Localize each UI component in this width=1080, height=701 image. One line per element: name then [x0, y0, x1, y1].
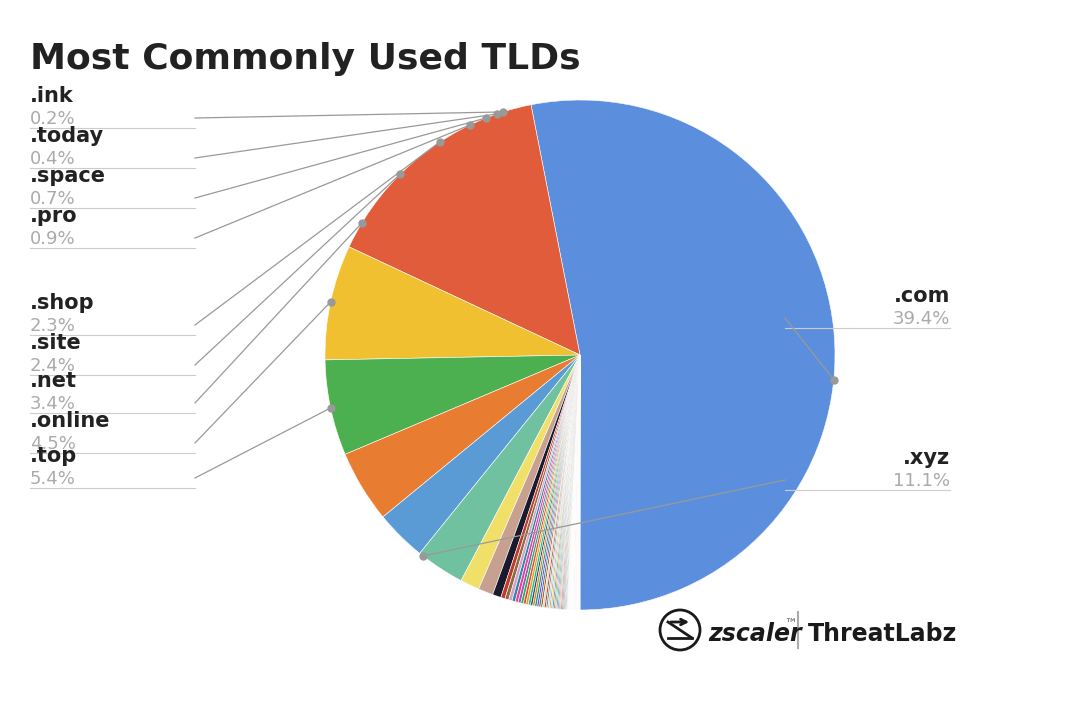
Wedge shape — [575, 355, 580, 610]
Wedge shape — [349, 104, 580, 355]
Wedge shape — [541, 355, 580, 607]
Wedge shape — [576, 355, 580, 610]
Wedge shape — [530, 355, 580, 606]
Text: .ink: .ink — [30, 86, 73, 106]
Wedge shape — [546, 355, 580, 608]
Wedge shape — [512, 355, 580, 601]
Text: 39.4%: 39.4% — [893, 310, 950, 328]
Text: .top: .top — [30, 446, 78, 466]
Wedge shape — [556, 355, 580, 609]
Wedge shape — [577, 355, 580, 610]
Wedge shape — [521, 355, 580, 604]
Wedge shape — [515, 355, 580, 602]
Wedge shape — [528, 355, 580, 605]
Wedge shape — [325, 355, 580, 454]
Wedge shape — [550, 355, 580, 608]
Wedge shape — [501, 355, 580, 599]
Wedge shape — [524, 355, 580, 604]
Text: .xyz: .xyz — [903, 448, 950, 468]
Text: ThreatLabz: ThreatLabz — [808, 622, 957, 646]
Text: .pro: .pro — [30, 206, 78, 226]
Wedge shape — [573, 355, 580, 610]
Wedge shape — [518, 355, 580, 603]
Wedge shape — [579, 355, 580, 610]
Wedge shape — [578, 355, 580, 610]
Wedge shape — [552, 355, 580, 608]
Wedge shape — [571, 355, 580, 610]
Wedge shape — [532, 355, 580, 606]
Wedge shape — [539, 355, 580, 607]
Wedge shape — [420, 355, 580, 580]
Wedge shape — [526, 355, 580, 605]
Wedge shape — [562, 355, 580, 609]
Text: .today: .today — [30, 126, 104, 146]
Text: zscaler: zscaler — [708, 622, 801, 646]
Text: .net: .net — [30, 371, 77, 391]
Wedge shape — [542, 355, 580, 608]
Wedge shape — [566, 355, 580, 610]
Wedge shape — [531, 100, 835, 610]
Wedge shape — [576, 355, 580, 610]
Wedge shape — [570, 355, 580, 610]
Wedge shape — [325, 247, 580, 360]
Text: .online: .online — [30, 411, 110, 431]
Text: .shop: .shop — [30, 293, 95, 313]
Text: 0.2%: 0.2% — [30, 110, 76, 128]
Wedge shape — [478, 355, 580, 594]
Wedge shape — [570, 355, 580, 610]
Text: 0.7%: 0.7% — [30, 190, 76, 208]
Wedge shape — [537, 355, 580, 606]
Text: ™: ™ — [784, 618, 797, 631]
Wedge shape — [383, 355, 580, 553]
Wedge shape — [551, 355, 580, 608]
Wedge shape — [572, 355, 580, 610]
Wedge shape — [505, 355, 580, 600]
Text: 3.4%: 3.4% — [30, 395, 76, 413]
Wedge shape — [558, 355, 580, 609]
Wedge shape — [535, 355, 580, 606]
Wedge shape — [559, 355, 580, 609]
Wedge shape — [492, 355, 580, 597]
Text: .site: .site — [30, 333, 82, 353]
Wedge shape — [561, 355, 580, 609]
Wedge shape — [578, 355, 580, 610]
Text: 4.5%: 4.5% — [30, 435, 76, 453]
Wedge shape — [555, 355, 580, 609]
Wedge shape — [563, 355, 580, 609]
Text: .space: .space — [30, 166, 106, 186]
Wedge shape — [565, 355, 580, 610]
Wedge shape — [554, 355, 580, 608]
Wedge shape — [568, 355, 580, 610]
Text: 11.1%: 11.1% — [893, 472, 950, 490]
Wedge shape — [544, 355, 580, 608]
Text: 5.4%: 5.4% — [30, 470, 76, 488]
Wedge shape — [568, 355, 580, 610]
Text: Most Commonly Used TLDs: Most Commonly Used TLDs — [30, 42, 581, 76]
Wedge shape — [564, 355, 580, 610]
Text: 2.4%: 2.4% — [30, 357, 76, 375]
Wedge shape — [461, 355, 580, 589]
Text: .com: .com — [893, 286, 950, 306]
Text: 2.3%: 2.3% — [30, 317, 76, 335]
Wedge shape — [346, 355, 580, 517]
Wedge shape — [573, 355, 580, 610]
Wedge shape — [577, 355, 580, 610]
Text: 0.9%: 0.9% — [30, 230, 76, 248]
Wedge shape — [548, 355, 580, 608]
Wedge shape — [569, 355, 580, 610]
Text: 0.4%: 0.4% — [30, 150, 76, 168]
Wedge shape — [567, 355, 580, 610]
Wedge shape — [577, 355, 580, 610]
Wedge shape — [557, 355, 580, 609]
Wedge shape — [575, 355, 580, 610]
Wedge shape — [509, 355, 580, 601]
Wedge shape — [572, 355, 580, 610]
